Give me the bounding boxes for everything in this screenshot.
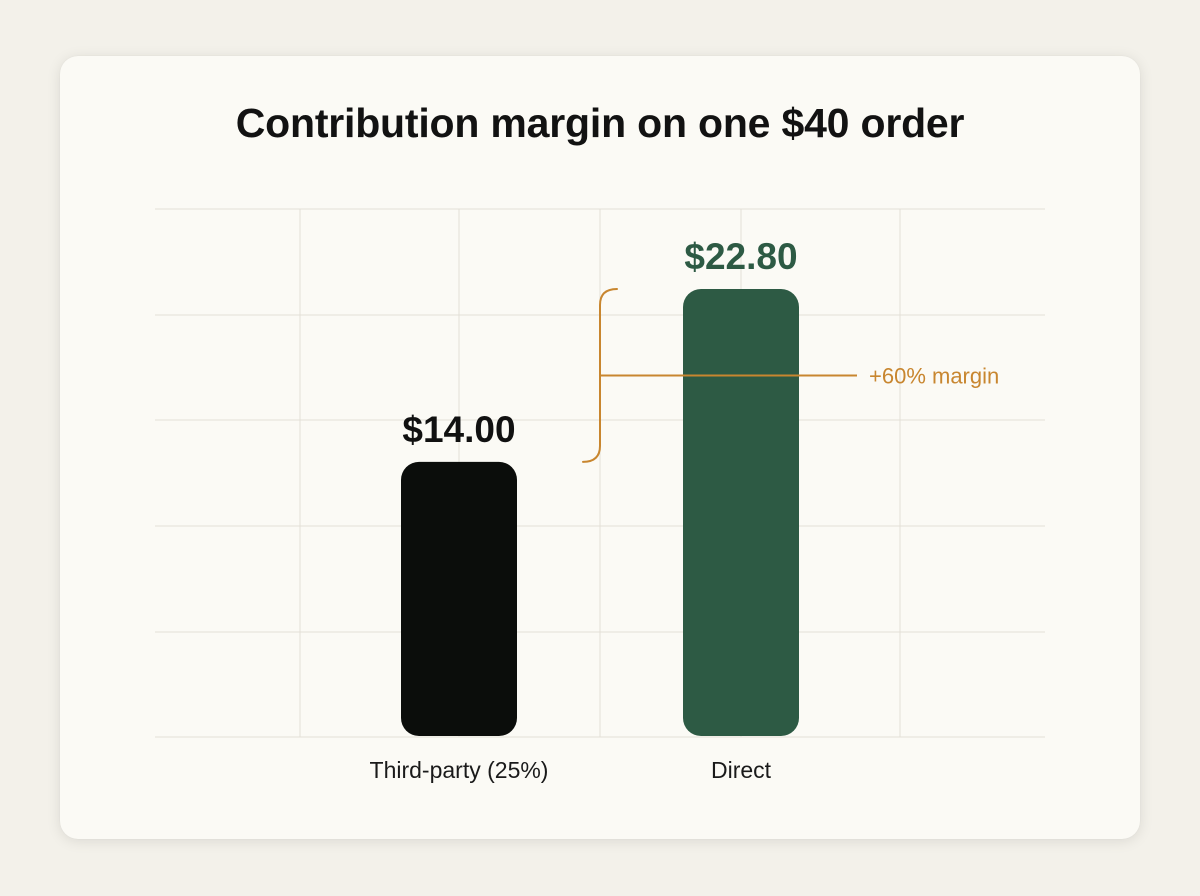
bar-direct (683, 288, 799, 736)
chart-grid (155, 208, 1045, 738)
margin-annotation: +60% margin (582, 287, 999, 463)
annotation-label: +60% margin (869, 363, 999, 388)
value-labels: $14.00 $22.80 (402, 236, 797, 450)
value-label-third-party: $14.00 (402, 409, 515, 450)
category-labels: Third-party (25%) Direct (370, 757, 772, 783)
category-label-direct: Direct (711, 757, 772, 783)
category-label-third-party: Third-party (25%) (370, 757, 549, 783)
value-label-direct: $22.80 (684, 236, 797, 277)
chart-title: Contribution margin on one $40 order (235, 100, 965, 146)
bar-third-party (401, 461, 517, 736)
bars (401, 288, 799, 736)
